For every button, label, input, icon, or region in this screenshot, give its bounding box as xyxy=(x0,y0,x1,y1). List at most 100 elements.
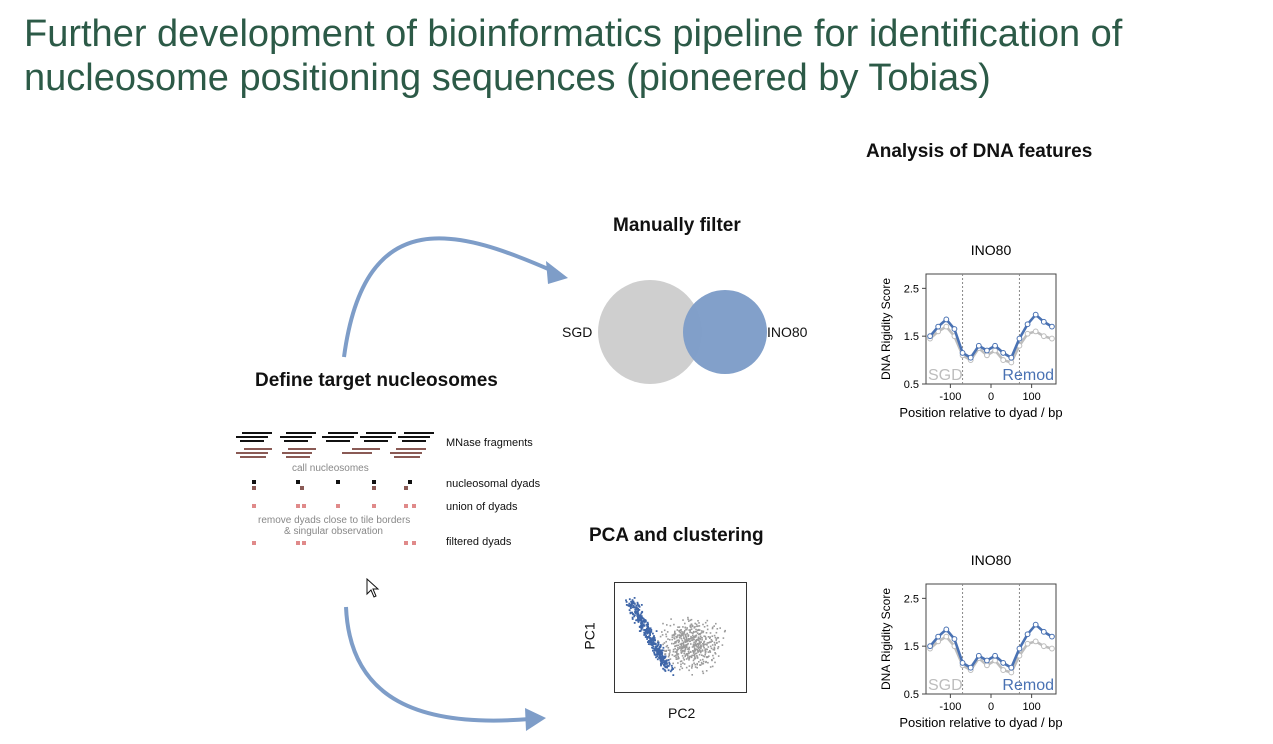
pca-point-grey xyxy=(703,640,706,643)
pca-point-grey xyxy=(714,661,716,664)
pca-point-blue xyxy=(640,615,643,617)
pca-point-grey xyxy=(683,637,685,640)
pca-point-grey xyxy=(682,662,684,664)
series-point-remod xyxy=(1008,664,1015,671)
pca-point-grey xyxy=(676,653,678,656)
pca-point-grey xyxy=(697,625,699,627)
pca-point-grey xyxy=(674,631,676,634)
pca-point-blue xyxy=(647,643,650,645)
series-point-remod xyxy=(1040,628,1047,635)
pca-point-grey xyxy=(707,661,709,664)
define-heading: Define target nucleosomes xyxy=(255,370,498,391)
series-line-sgd xyxy=(929,634,1053,675)
pca-point-grey xyxy=(711,665,714,668)
pca-point-blue xyxy=(650,642,653,645)
pca-point-grey xyxy=(681,639,684,642)
pca-point-grey xyxy=(676,650,679,652)
pca-point-grey xyxy=(664,650,666,652)
pca-point-grey xyxy=(667,649,670,651)
pca-point-grey xyxy=(698,648,701,651)
pca-point-blue xyxy=(649,627,652,630)
pca-point-grey xyxy=(687,635,690,638)
pca-point-grey xyxy=(701,639,703,641)
pca-point-grey xyxy=(702,660,705,663)
pca-point-grey xyxy=(704,648,707,651)
pca-point-grey xyxy=(695,642,697,644)
pca-point-blue xyxy=(640,626,643,629)
pca-point-blue xyxy=(643,629,646,631)
remove-dyads-label-1: remove dyads close to tile borders xyxy=(258,515,411,526)
pca-point-grey xyxy=(683,649,686,652)
pca-point-grey xyxy=(662,643,664,646)
pca-point-blue xyxy=(643,633,646,636)
pca-point-blue xyxy=(643,624,646,627)
pca-point-grey xyxy=(691,646,694,648)
pca-point-blue xyxy=(660,663,662,666)
pca-point-grey xyxy=(684,629,686,632)
pca-point-grey xyxy=(685,640,688,643)
pca-point-blue xyxy=(631,599,634,601)
pca-point-grey xyxy=(690,631,693,634)
pca-point-grey xyxy=(689,619,692,622)
pca-point-grey xyxy=(683,633,685,635)
pca-point-grey xyxy=(673,637,675,639)
pca-point-grey xyxy=(697,636,700,639)
pca-point-grey xyxy=(683,659,685,661)
pca-point-grey xyxy=(680,647,683,649)
pca-point-blue xyxy=(663,655,666,658)
pca-point-blue xyxy=(671,666,674,669)
pca-point-grey xyxy=(684,638,686,641)
pca-point-grey xyxy=(702,645,705,648)
pca-point-grey xyxy=(674,630,676,633)
pca-point-grey xyxy=(676,649,678,651)
pca-point-grey xyxy=(701,670,704,673)
pca-point-grey xyxy=(709,650,711,652)
pca-point-blue xyxy=(661,659,664,661)
pca-point-blue xyxy=(625,601,628,603)
pca-point-grey xyxy=(667,655,670,658)
pca-point-blue xyxy=(653,648,656,650)
pca-point-grey xyxy=(706,648,708,651)
pca-point-blue xyxy=(636,603,639,605)
pca-point-blue xyxy=(641,622,643,625)
pca-point-grey xyxy=(697,639,700,642)
pca-point-blue xyxy=(642,617,645,620)
pca-point-blue xyxy=(652,645,655,648)
pca-point-grey xyxy=(689,629,692,632)
pca-point-blue xyxy=(652,640,655,643)
pca-point-blue xyxy=(637,608,640,611)
pca-point-blue xyxy=(635,604,638,607)
pca-point-grey xyxy=(694,644,696,647)
pca-point-grey xyxy=(664,653,666,655)
pca-point-grey xyxy=(675,650,678,653)
chart-ylabel: DNA Rigidity Score xyxy=(879,588,893,690)
pca-point-blue xyxy=(652,642,655,644)
pca-point-grey xyxy=(681,633,684,636)
arrow-to-pca xyxy=(344,606,531,723)
pca-point-grey xyxy=(709,645,712,648)
pca-point-grey xyxy=(692,650,694,652)
pca-point-blue xyxy=(660,662,663,664)
pca-point-grey xyxy=(695,639,698,641)
pca-point-grey xyxy=(688,646,691,649)
pca-point-grey xyxy=(686,646,688,649)
series-point-sgd xyxy=(984,662,990,669)
series-point-sgd xyxy=(1049,645,1055,652)
pca-point-grey xyxy=(694,643,697,646)
pca-point-grey xyxy=(688,657,691,659)
venn-diagram xyxy=(598,280,767,384)
pca-point-grey xyxy=(673,623,675,626)
pca-point-grey xyxy=(672,634,675,636)
series-point-remod xyxy=(959,660,966,666)
pca-point-grey xyxy=(677,641,680,644)
pca-point-blue xyxy=(661,654,664,657)
pca-point-blue xyxy=(640,622,642,624)
pca-point-grey xyxy=(684,641,687,644)
series-point-sgd xyxy=(1040,333,1047,340)
pca-point-blue xyxy=(658,654,661,656)
union-of-dyads xyxy=(252,504,416,508)
pca-point-grey xyxy=(716,642,718,644)
pca-point-grey xyxy=(692,654,695,657)
pca-point-grey xyxy=(703,635,705,637)
chart-title: INO80 xyxy=(971,242,1012,258)
